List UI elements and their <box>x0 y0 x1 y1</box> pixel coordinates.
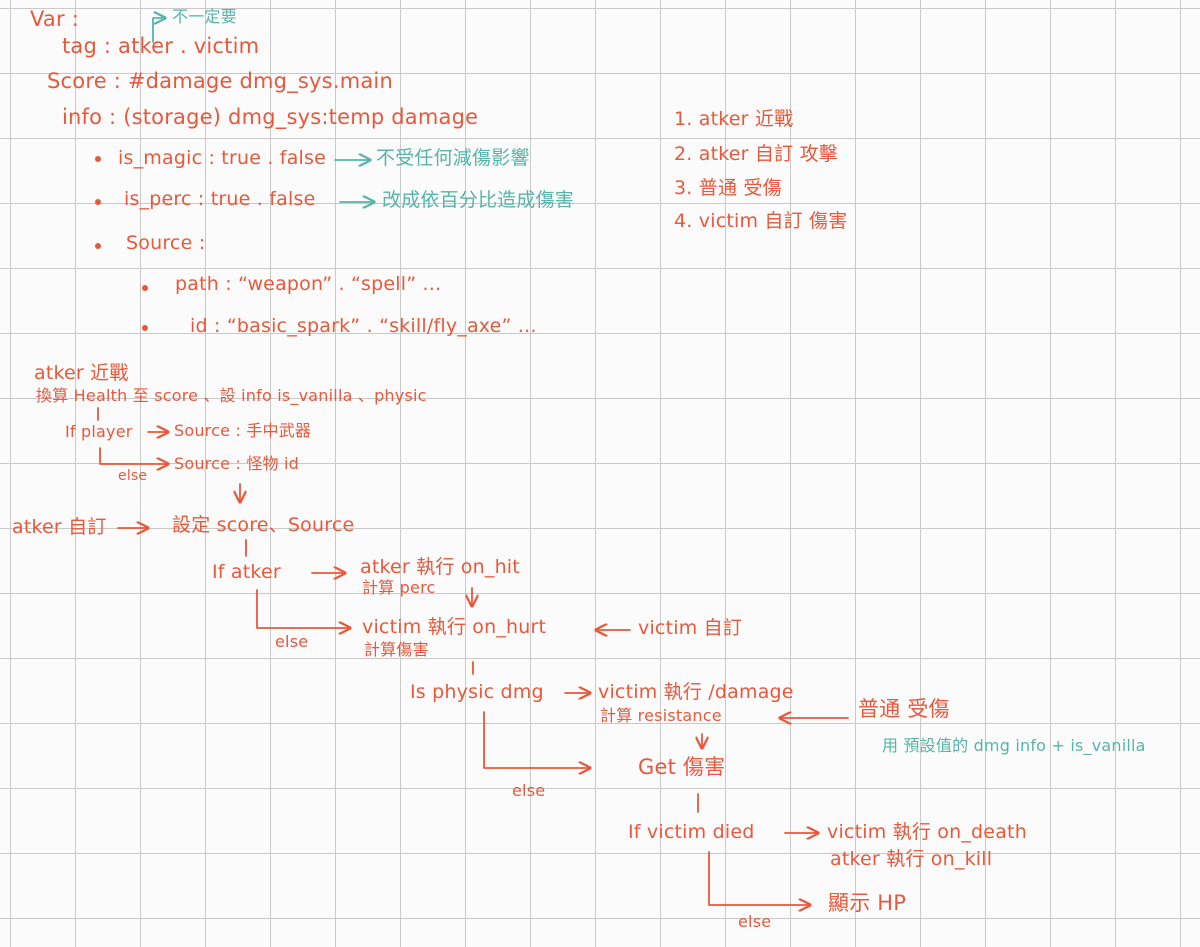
case-2: 2. atker 自訂 攻擊 <box>674 143 838 165</box>
else-1: else <box>118 468 148 484</box>
case-4: 4. victim 自訂 傷害 <box>674 210 848 232</box>
path-item: path : “weapon” . “spell” ... <box>175 273 442 295</box>
exec-damage: victim 執行 /damage <box>598 681 794 703</box>
is-perc-item: is_perc : true . false <box>124 188 316 210</box>
tag-def: tag : atker . victim <box>62 34 260 58</box>
normal-hurt: 普通 受傷 <box>858 697 950 721</box>
case-1: 1. atker 近戰 <box>674 108 794 130</box>
arrow-else-mob <box>99 447 168 464</box>
victim-custom: victim 自訂 <box>638 617 743 639</box>
arrow-else-hurt <box>256 589 350 628</box>
source-weapon: Source : 手中武器 <box>174 421 312 440</box>
calc-resistance: 計算 resistance <box>600 706 722 725</box>
id-item: id : “basic_spark” . “skill/fly_axe” ... <box>190 315 537 337</box>
else-3: else <box>512 781 546 800</box>
var-label: Var : <box>30 7 79 31</box>
on-kill: atker 執行 on_kill <box>830 848 993 870</box>
atker-custom: atker 自訂 <box>12 516 107 538</box>
case-3: 3. 普通 受傷 <box>674 177 782 199</box>
bullet <box>95 243 101 249</box>
info-def: info : (storage) dmg_sys:temp damage <box>62 105 479 129</box>
is-perc-note: 改成依百分比造成傷害 <box>382 189 575 211</box>
on-hit: atker 執行 on_hit <box>360 556 520 578</box>
if-atker: If atker <box>212 561 281 583</box>
is-magic-note: 不受任何減傷影響 <box>376 147 530 169</box>
calc-damage: 計算傷害 <box>364 640 429 659</box>
if-victim-died: If victim died <box>628 821 755 843</box>
source-item: Source : <box>126 232 206 254</box>
bullet <box>95 199 101 205</box>
arrow-else-get <box>483 711 590 768</box>
get-damage: Get 傷害 <box>638 755 726 779</box>
arrow-else-hp <box>708 851 810 905</box>
score-def: Score : #damage dmg_sys.main <box>47 69 393 93</box>
bullet <box>95 156 101 162</box>
bullet <box>142 285 148 291</box>
calc-perc: 計算 perc <box>362 578 436 597</box>
bullet <box>142 325 148 331</box>
show-hp: 顯示 HP <box>828 891 907 915</box>
default-info-note: 用 預設值的 dmg info + is_vanilla <box>882 736 1146 755</box>
is-magic-item: is_magic : true . false <box>118 147 327 169</box>
on-hurt: victim 執行 on_hurt <box>362 616 547 638</box>
is-physic: Is physic dmg <box>410 681 544 703</box>
set-score-source: 設定 score、Source <box>172 514 355 536</box>
else-2: else <box>275 632 309 651</box>
not-fixed-note: 不一定要 <box>172 7 237 26</box>
on-death: victim 執行 on_death <box>827 821 1027 843</box>
source-mob: Source : 怪物 id <box>174 454 300 473</box>
melee-desc: 換算 Health 至 score 、設 info is_vanilla 、ph… <box>36 386 427 405</box>
if-player: If player <box>65 422 133 441</box>
melee-title: atker 近戰 <box>34 362 129 384</box>
else-4: else <box>738 912 772 931</box>
